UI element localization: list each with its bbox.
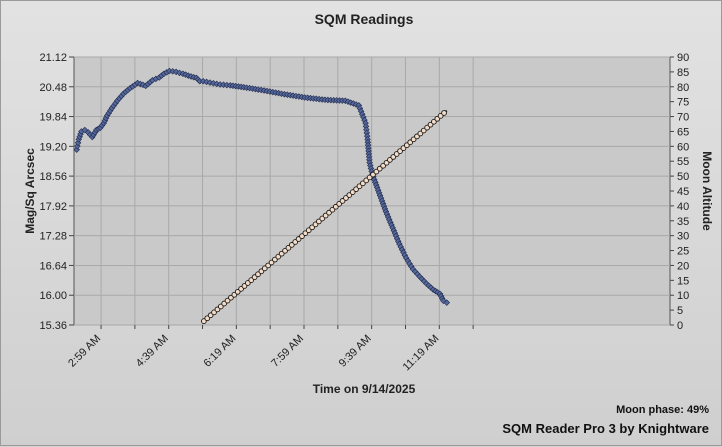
y2-tick-label: 45	[677, 186, 689, 198]
x-axis: 2:59 AM 4:39 AM 6:19 AM 7:59 AM 9:39 AM 11:19…	[66, 325, 474, 374]
x-tick-label: 7:59 AM	[269, 333, 306, 370]
y-tick-label: 16.00	[39, 290, 67, 302]
y-tick-label: 18.56	[39, 171, 67, 183]
y2-tick-label: 50	[677, 171, 689, 183]
y2-tick-label: 80	[677, 82, 689, 94]
moon-phase-label: Moon phase: 49%	[616, 404, 709, 416]
y2-tick-label: 65	[677, 126, 689, 138]
x-tick-label: 4:39 AM	[134, 333, 171, 370]
chart-title: SQM Readings	[315, 11, 414, 27]
y-tick-label: 19.84	[39, 112, 67, 124]
sqm-point	[196, 77, 204, 85]
credit-label: SQM Reader Pro 3 by Knightware	[502, 421, 709, 436]
y-tick-label: 15.36	[39, 320, 67, 332]
y2-tick-label: 25	[677, 246, 689, 258]
x-tick-label: 9:39 AM	[337, 333, 374, 370]
y2-tick-label: 60	[677, 141, 689, 153]
y-tick-label: 21.12	[39, 52, 67, 64]
x-axis-title: Time on 9/14/2025	[313, 382, 416, 396]
y2-axis-title: Moon Altitude	[700, 151, 714, 231]
x-tick-label: 2:59 AM	[66, 333, 103, 370]
y2-tick-label: 15	[677, 275, 689, 287]
y-tick-label: 17.28	[39, 231, 67, 243]
y-axis-title: Mag/Sq Arcsec	[23, 148, 37, 234]
y2-tick-label: 5	[677, 305, 683, 317]
y2-tick-label: 55	[677, 156, 689, 168]
moon-altitude-point	[441, 110, 447, 116]
x-tick-label: 6:19 AM	[201, 333, 238, 370]
y2-tick-label: 70	[677, 112, 689, 124]
y2-tick-label: 85	[677, 67, 689, 79]
y2-tick-label: 10	[677, 290, 689, 302]
y2-tick-label: 35	[677, 216, 689, 228]
y-tick-label: 16.64	[39, 260, 67, 272]
y-tick-label: 19.20	[39, 141, 67, 153]
sqm-series	[73, 67, 451, 306]
left-axis: 15.36 16.00 16.64 17.28 17.92 18.56 19.20 19.84…	[39, 52, 74, 332]
y2-tick-label: 20	[677, 260, 689, 272]
moon-altitude-series	[201, 110, 447, 324]
y-tick-label: 20.48	[39, 82, 67, 94]
y2-tick-label: 90	[677, 52, 689, 64]
x-tick-label: 11:19 AM	[401, 333, 442, 374]
y-tick-label: 17.92	[39, 201, 67, 213]
y2-tick-label: 0	[677, 320, 683, 332]
y2-tick-label: 75	[677, 97, 689, 109]
gridlines	[74, 56, 670, 326]
sqm-point	[443, 299, 451, 306]
y2-tick-label: 40	[677, 201, 689, 213]
y2-tick-label: 30	[677, 231, 689, 243]
right-axis: 0 5 10 15 20 25 30 35 40 45 50 55 60 65 70 75 80 85 90	[670, 52, 689, 332]
